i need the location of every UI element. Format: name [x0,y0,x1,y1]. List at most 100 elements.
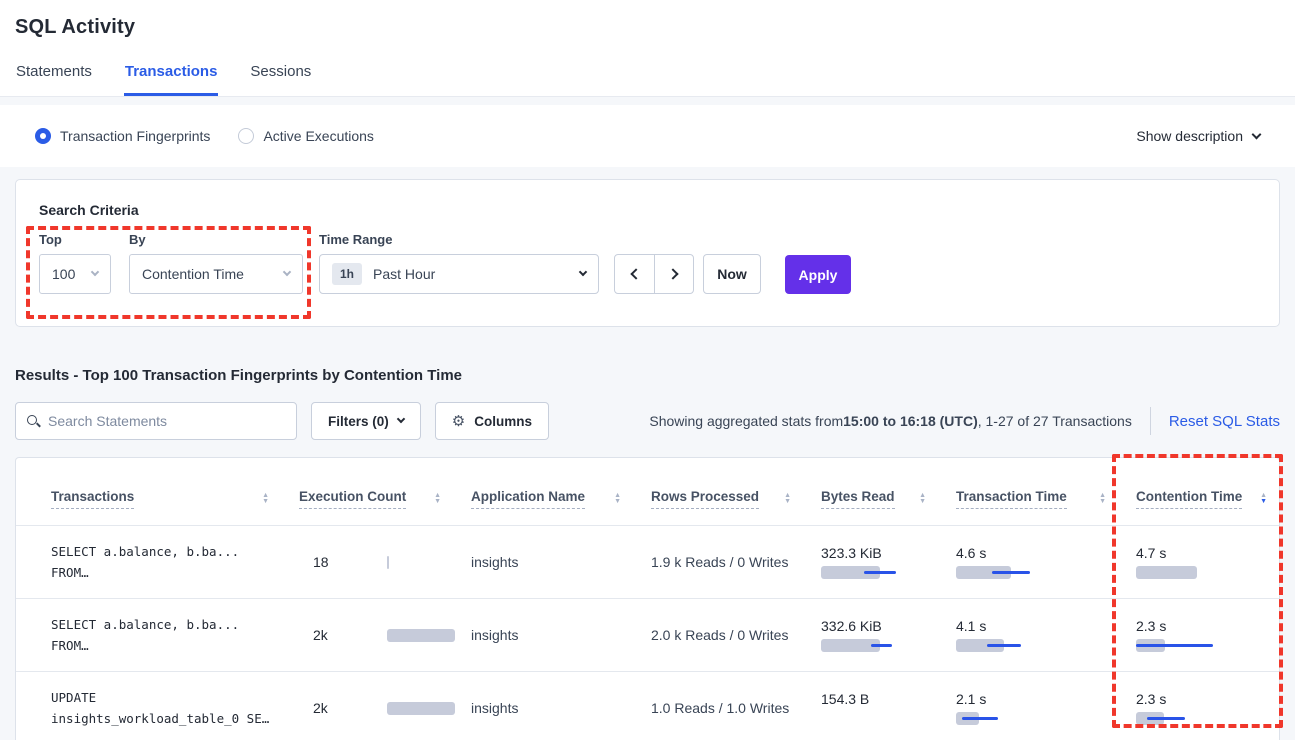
column-header-rows-processed[interactable]: Rows Processed ▲ ▼ [651,489,821,525]
now-button[interactable]: Now [703,254,761,294]
sort-icon[interactable]: ▲ ▼ [614,492,621,505]
bytes-read-bar [821,712,931,725]
query-line-2[interactable]: FROM… [51,638,89,653]
transaction-query-cell[interactable]: SELECT a.balance, b.ba... FROM… [16,526,299,598]
divider [1149,407,1151,435]
radio-transaction-fingerprints[interactable]: Transaction Fingerprints [35,128,210,144]
bytes-read-cell: 332.6 KiB [821,599,956,671]
contention-time-bar [1136,639,1246,652]
tab-statements[interactable]: Statements [16,63,92,80]
sort-icon[interactable]: ▲ ▼ [262,492,269,505]
execution-count-value: 2k [313,700,328,716]
radio-active-executions[interactable]: Active Executions [238,128,374,144]
table-header-row: Transactions ▲ ▼ Execution Count ▲ ▼ Appli… [16,458,1279,525]
time-range-field: Time Range 1h Past Hour [319,232,599,294]
column-header-application-name[interactable]: Application Name ▲ ▼ [471,489,651,525]
gear-icon: ⚙ [451,413,466,430]
transaction-time-bar [956,566,1066,579]
column-label[interactable]: Application Name [471,489,586,509]
query-line-1[interactable]: SELECT a.balance, b.ba... [51,544,240,559]
bytes-read-value: 323.3 KiB [821,545,882,561]
search-statements-box[interactable] [15,402,297,440]
radio-label: Transaction Fingerprints [60,128,211,144]
filters-label: Filters (0) [328,413,389,429]
reset-sql-stats-link[interactable]: Reset SQL Stats [1168,412,1280,430]
by-label: By [129,232,146,247]
sort-icon[interactable]: ▲ ▼ [919,492,926,505]
time-step-buttons [614,254,694,294]
sort-icon[interactable]: ▲ ▼ [1099,492,1106,505]
application-name-value: insights [471,554,519,570]
transaction-time-bar [956,712,1066,725]
apply-button[interactable]: Apply [785,255,851,294]
top-label: Top [39,232,62,247]
top-field: Top 100 [39,232,111,294]
column-label[interactable]: Transactions [51,489,135,509]
column-label[interactable]: Bytes Read [821,489,895,509]
time-range-label: Time Range [319,232,393,247]
tab-sessions[interactable]: Sessions [250,63,312,80]
table-row[interactable]: SELECT a.balance, b.ba... FROM… 2k insig… [16,598,1279,671]
stats-suffix: , 1-27 of 27 Transactions [977,413,1132,429]
time-range-value: Past Hour [373,266,436,282]
next-time-button[interactable] [654,255,693,293]
transactions-table: Transactions ▲ ▼ Execution Count ▲ ▼ Appli… [15,457,1280,740]
search-criteria-panel: Search Criteria Top 100 By Contention Ti… [15,179,1280,327]
application-name-value: insights [471,627,519,643]
radio-unselected-icon [238,128,255,144]
column-header-transactions[interactable]: Transactions ▲ ▼ [16,489,299,525]
filters-button[interactable]: Filters (0) [311,402,421,440]
tab-transactions[interactable]: Transactions [123,53,219,96]
execution-count-cell: 18 [299,526,471,598]
query-line-1[interactable]: SELECT a.balance, b.ba... [51,617,240,632]
table-row[interactable]: UPDATE insights_workload_table_0 SE… 2k … [16,671,1279,740]
column-header-contention-time[interactable]: Contention Time ▲ ▼ [1136,489,1279,525]
transaction-time-cell: 4.6 s [956,526,1136,598]
contention-time-bar [1136,566,1246,579]
aggregated-stats-text: Showing aggregated stats from 15:00 to 1… [649,413,1131,429]
transaction-query-cell[interactable]: SELECT a.balance, b.ba... FROM… [16,599,299,671]
sort-icon-active-desc[interactable]: ▲ ▼ [1260,492,1267,505]
search-statements-input[interactable] [48,413,286,429]
results-heading: Results - Top 100 Transaction Fingerprin… [15,367,463,384]
sort-icon[interactable]: ▲ ▼ [434,492,441,505]
query-line-2[interactable]: insights_workload_table_0 SE… [51,711,270,726]
transaction-query-cell[interactable]: UPDATE insights_workload_table_0 SE… [16,672,299,740]
chevron-down-icon [90,267,100,277]
rows-processed-cell: 2.0 k Reads / 0 Writes [651,599,821,671]
column-header-execution-count[interactable]: Execution Count ▲ ▼ [299,489,471,525]
query-line-2[interactable]: FROM… [51,565,89,580]
top-select-value: 100 [52,266,76,282]
transaction-time-value: 2.1 s [956,691,987,707]
table-row[interactable]: SELECT a.balance, b.ba... FROM… 18 insig… [16,525,1279,598]
sort-icon[interactable]: ▲ ▼ [784,492,791,505]
show-description-toggle[interactable]: Show description [1136,128,1262,144]
application-name-value: insights [471,700,519,716]
chevron-right-icon [666,268,679,280]
by-select[interactable]: Contention Time [129,254,303,294]
column-header-transaction-time[interactable]: Transaction Time ▲ ▼ [956,489,1136,525]
chevron-down-icon [1251,129,1262,139]
chevron-down-icon [578,267,588,277]
bytes-read-bar [821,639,931,652]
chevron-left-icon [630,268,642,280]
previous-time-button[interactable] [615,255,654,293]
query-line-1[interactable]: UPDATE [51,690,97,705]
stats-prefix: Showing aggregated stats from [649,413,844,429]
column-label[interactable]: Transaction Time [956,489,1067,509]
column-label[interactable]: Execution Count [299,489,407,509]
column-label[interactable]: Rows Processed [651,489,760,509]
bytes-read-value: 332.6 KiB [821,618,882,634]
rows-processed-cell: 1.9 k Reads / 0 Writes [651,526,821,598]
time-range-select[interactable]: 1h Past Hour [319,254,599,294]
contention-time-value: 2.3 s [1136,691,1167,707]
contention-time-cell: 4.7 s [1136,526,1279,598]
top-select[interactable]: 100 [39,254,111,294]
column-header-bytes-read[interactable]: Bytes Read ▲ ▼ [821,489,956,525]
column-label[interactable]: Contention Time [1136,489,1243,509]
columns-button[interactable]: ⚙ Columns [434,402,549,440]
execution-count-cell: 2k [299,599,471,671]
results-toolbar: Filters (0) ⚙ Columns Showing aggregated… [15,402,1280,440]
execution-count-bar [387,555,457,569]
execution-count-bar [387,701,457,715]
